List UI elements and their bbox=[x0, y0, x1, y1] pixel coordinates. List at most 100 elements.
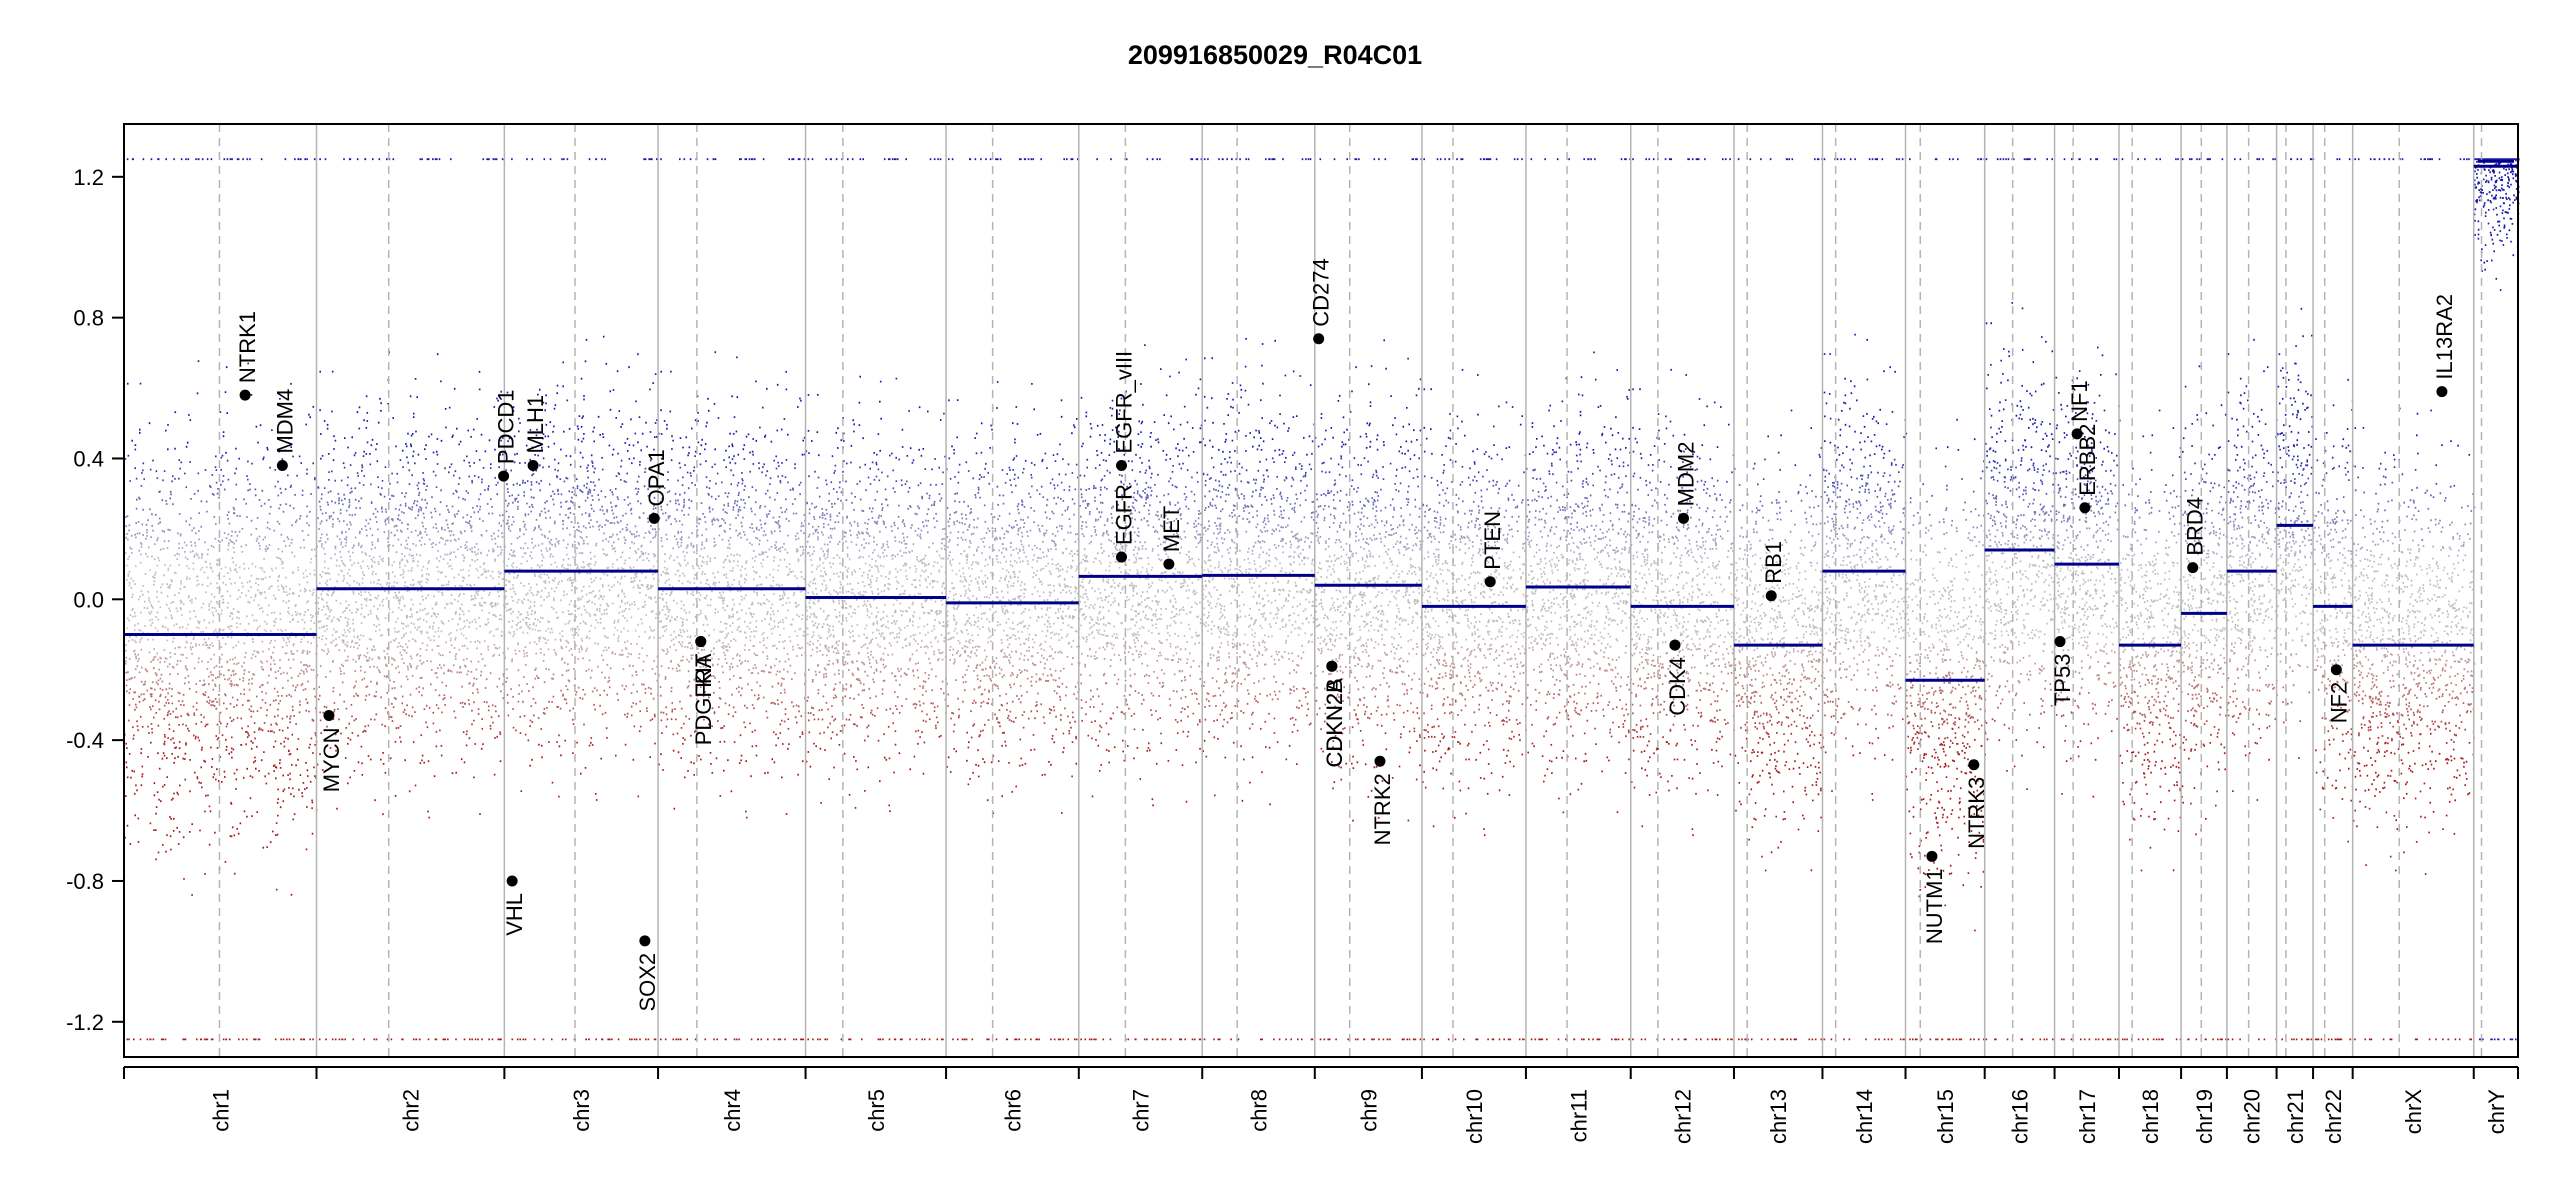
probe-dots bbox=[195, 644, 2339, 648]
probe-dots bbox=[130, 547, 2452, 551]
probe-dots bbox=[126, 570, 2475, 629]
probe-dots bbox=[365, 453, 2210, 456]
probe-dots bbox=[300, 461, 2349, 464]
probe-dots bbox=[227, 511, 2346, 514]
probe-dots bbox=[125, 643, 2466, 647]
probe-dots bbox=[147, 518, 2432, 522]
chromosome-separators bbox=[218, 124, 2483, 1057]
gene-dot-cdk4 bbox=[1669, 639, 1681, 651]
probe-dots bbox=[130, 677, 2405, 680]
probe-dots bbox=[192, 550, 2420, 553]
probe-dots bbox=[124, 662, 2476, 665]
gene-dot-cdkn2b bbox=[1326, 660, 1338, 672]
probe-dots bbox=[209, 562, 2455, 566]
probe-dots bbox=[138, 694, 2444, 698]
probe-dots bbox=[160, 673, 2421, 677]
probe-dots bbox=[152, 459, 2319, 462]
gene-dot-mdm2 bbox=[1678, 512, 1690, 524]
probe-dots bbox=[124, 749, 2475, 1041]
probe-dots bbox=[227, 478, 2350, 481]
x-tick-label-chr21: chr21 bbox=[2283, 1089, 2308, 1144]
gene-label-mdm4: MDM4 bbox=[272, 389, 297, 454]
probe-dots bbox=[134, 653, 2392, 656]
gene-dot-nf2 bbox=[2330, 664, 2342, 676]
gene-dot-opa1 bbox=[648, 512, 660, 524]
gene-label-tp53: TP53 bbox=[2050, 654, 2075, 707]
probe-dots bbox=[144, 682, 2433, 686]
gene-label-cdkn2b: CDKN2B bbox=[1322, 678, 1347, 767]
probe-dots bbox=[124, 733, 2456, 736]
x-tick-label-chr5: chr5 bbox=[864, 1089, 889, 1132]
gene-label-nf1: NF1 bbox=[2067, 380, 2092, 422]
probe-dots bbox=[204, 560, 2438, 564]
probe-dots bbox=[169, 497, 2447, 500]
probe-dots bbox=[136, 720, 2443, 723]
probe-dots bbox=[223, 488, 2246, 491]
probe-dots bbox=[259, 685, 2378, 689]
probe-dots bbox=[241, 726, 2461, 730]
probe-dots bbox=[142, 631, 2422, 634]
probe-dots bbox=[231, 557, 2434, 560]
probe-dots bbox=[143, 692, 2444, 696]
probe-dots bbox=[249, 482, 2438, 486]
probe-dots bbox=[231, 719, 2399, 723]
probe-dots bbox=[137, 728, 2372, 732]
gene-dot-vhl bbox=[506, 875, 518, 887]
gene-dot-pdcd1 bbox=[498, 470, 510, 482]
probe-dots bbox=[141, 725, 2394, 728]
probe-dots bbox=[254, 565, 2374, 569]
probe-dots bbox=[135, 477, 2310, 480]
probe-dots bbox=[146, 689, 2440, 692]
x-tick-label-chry: chrY bbox=[2484, 1089, 2509, 1135]
probe-dots bbox=[163, 648, 2378, 652]
x-tick-label-chr6: chr6 bbox=[1000, 1089, 1025, 1132]
probe-dots bbox=[469, 465, 2357, 468]
probe-dots bbox=[277, 480, 2287, 484]
probe-dots bbox=[139, 715, 2388, 718]
probe-dots bbox=[126, 678, 2436, 682]
probe-dots bbox=[290, 484, 2324, 487]
probe-dots bbox=[357, 654, 2455, 657]
gene-label-nf2: NF2 bbox=[2326, 682, 2351, 724]
probe-dots bbox=[140, 543, 2379, 546]
probe-dots bbox=[167, 698, 2379, 701]
probe-dots bbox=[317, 486, 2418, 489]
probe-dots bbox=[139, 561, 2460, 564]
probe-dots bbox=[128, 658, 2470, 661]
gene-label-cdk4: CDK4 bbox=[1665, 657, 1690, 716]
probe-dots bbox=[155, 470, 2107, 473]
gene-dot-nutm1 bbox=[1926, 850, 1938, 862]
chart-title: 209916850029_R04C01 bbox=[1127, 40, 1423, 70]
probe-dots bbox=[170, 738, 2393, 741]
probe-dots bbox=[348, 506, 2476, 509]
x-tick-label-chr16: chr16 bbox=[2008, 1089, 2033, 1144]
probe-dots bbox=[229, 702, 2472, 706]
probe-dots bbox=[157, 522, 2472, 525]
probe-dots bbox=[154, 688, 2475, 691]
probe-dots bbox=[146, 531, 2315, 535]
x-tick-label-chr4: chr4 bbox=[720, 1089, 745, 1132]
probe-dots bbox=[128, 528, 2406, 532]
probe-dots bbox=[340, 732, 2432, 735]
probe-dots bbox=[237, 661, 2468, 665]
probe-dots bbox=[422, 471, 2279, 474]
probe-dots bbox=[526, 448, 2043, 452]
x-tick-label-chrx: chrX bbox=[2401, 1089, 2426, 1135]
gene-label-egfr: EGFR bbox=[1112, 484, 1137, 545]
probe-dots bbox=[214, 628, 2399, 631]
probe-dots bbox=[125, 656, 2407, 660]
probe-dots bbox=[254, 494, 2432, 497]
probe-dots bbox=[182, 653, 2454, 657]
probe-dots bbox=[152, 658, 2471, 662]
probe-dots bbox=[153, 667, 2444, 670]
probe-dots bbox=[328, 470, 2349, 474]
probe-dots bbox=[136, 665, 2415, 668]
probe-dots bbox=[278, 506, 2417, 510]
probe-dots bbox=[163, 743, 2405, 746]
gene-label-erbb2: ERBB2 bbox=[2075, 424, 2100, 496]
probe-dots bbox=[134, 668, 2466, 671]
probe-dots bbox=[246, 730, 2175, 733]
probe-dots bbox=[172, 729, 2451, 733]
probe-dots bbox=[131, 534, 2461, 537]
probe-dots bbox=[260, 707, 2333, 710]
